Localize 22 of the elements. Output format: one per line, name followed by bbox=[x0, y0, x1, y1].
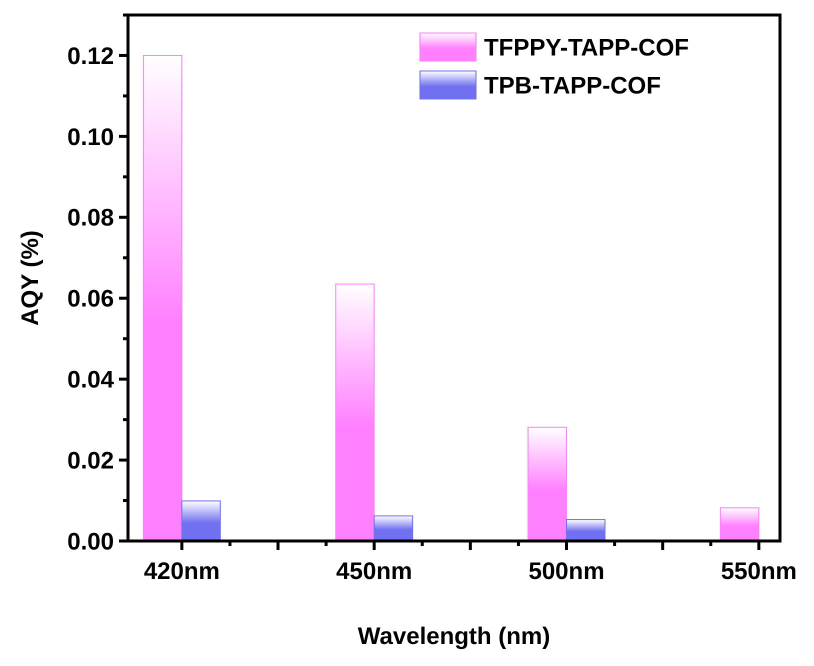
bar bbox=[374, 515, 414, 542]
bar bbox=[720, 507, 760, 542]
y-axis-title: AQY (%) bbox=[17, 230, 44, 326]
bar bbox=[528, 426, 568, 542]
y-tick-label: 0.02 bbox=[67, 447, 114, 474]
bar bbox=[566, 519, 606, 542]
y-tick-label: 0.12 bbox=[67, 42, 114, 70]
y-tick-label: 0.10 bbox=[67, 124, 114, 151]
bar bbox=[335, 284, 375, 542]
bar bbox=[181, 500, 221, 542]
bar bbox=[142, 54, 182, 542]
y-tick-label: 0.08 bbox=[67, 204, 114, 232]
legend-label: TFPPY-TAPP-COF bbox=[484, 34, 689, 62]
y-tick-label: 0.00 bbox=[67, 528, 114, 556]
x-tick-label: 550nm bbox=[720, 558, 797, 585]
x-tick-label: 420nm bbox=[144, 558, 220, 585]
x-tick-label: 500nm bbox=[528, 558, 605, 585]
y-tick-label: 0.06 bbox=[67, 286, 114, 313]
y-tick-label: 0.04 bbox=[67, 366, 115, 394]
x-axis-title: Wavelength (nm) bbox=[358, 623, 550, 650]
legend-label: TPB-TAPP-COF bbox=[484, 72, 661, 100]
x-tick-label: 450nm bbox=[336, 558, 412, 585]
